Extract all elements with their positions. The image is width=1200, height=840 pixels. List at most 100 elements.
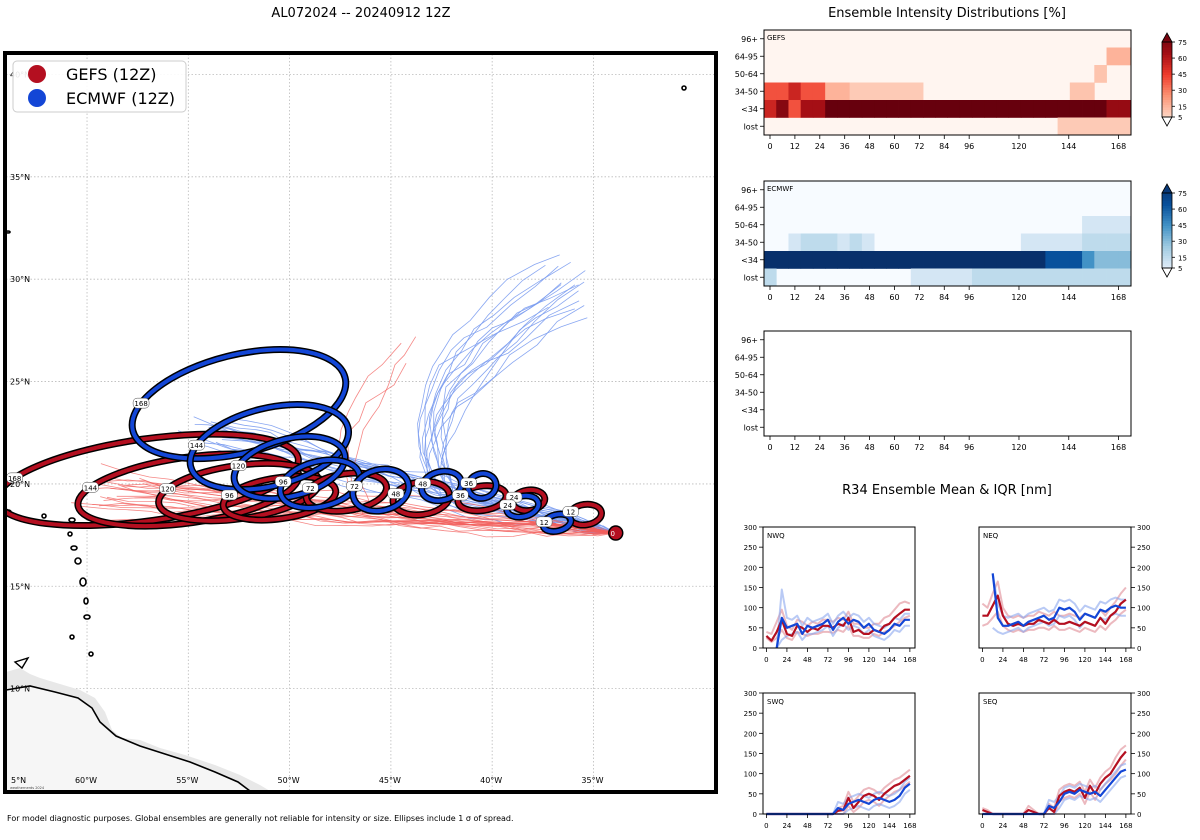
legend-box (12, 60, 187, 113)
x-tick-label: 96 (1060, 656, 1069, 664)
gefs-hour-label: 72 (306, 485, 315, 493)
heatmap-cell (947, 268, 961, 287)
lon-tick-label: 60°W (75, 776, 97, 785)
hour-tick-label: 36 (840, 293, 850, 302)
x-tick-label: 120 (1078, 656, 1091, 664)
x-tick-label: 144 (1099, 822, 1113, 830)
colorbar-swatch (1162, 233, 1172, 236)
heatmap-cell (764, 82, 777, 101)
y-tick-label: 300 (744, 690, 757, 698)
hour-tick-label: 36 (840, 443, 850, 452)
legend-label-ecmwf: ECMWF (12Z) (66, 89, 175, 108)
heatmap-cell (1082, 268, 1095, 287)
heatmap-cell (788, 233, 802, 252)
heatmap-cell (1033, 251, 1046, 269)
x-tick-label: 72 (823, 656, 832, 664)
colorbar-frame (1161, 41, 1173, 118)
gefs-hour-label-box (302, 482, 319, 494)
y-tick-label: 50 (1137, 791, 1146, 799)
start-point-marker (607, 525, 624, 541)
colorbar-swatch (1162, 79, 1172, 83)
colorbar-swatch (1162, 200, 1172, 204)
hour-tick-label: 48 (864, 142, 874, 151)
small-island (74, 557, 82, 565)
panel-background (979, 693, 1131, 814)
colorbar-swatch (1162, 84, 1172, 88)
x-tick-label: 96 (1060, 822, 1069, 830)
heatmap-cell (1020, 268, 1034, 287)
colorbar-swatch (1162, 220, 1172, 224)
colorbar-swatch (1162, 218, 1172, 221)
x-tick-label: 72 (1039, 656, 1048, 664)
heatmap-cell (861, 233, 875, 252)
gefs-hour-label-box (452, 489, 469, 501)
heatmap-cell (837, 100, 851, 118)
colorbar-tick-label: 30 (1178, 87, 1187, 95)
gefs-hour-label-box (82, 482, 99, 493)
heatmap-cell (1094, 268, 1107, 287)
y-tick-label: 150 (744, 585, 757, 593)
heatmap-background (764, 331, 1131, 436)
colorbar-swatch (1162, 230, 1172, 234)
r34-panel-nwq: NWQ 0 24 48 72 96 120 144 168 0 50 100 150 200 250 300 (744, 524, 917, 664)
forecast-hour-labels: 12 24 36 48 72 96 120 144 168 12 24 36 48 72 96 120 144 1… (6, 397, 615, 538)
hour-tick-label: 144 (1061, 443, 1076, 452)
heatmap-cell (1057, 233, 1071, 252)
heatmap-cell (935, 100, 948, 118)
heatmap-cell (764, 100, 777, 118)
colorbar-swatch (1162, 54, 1172, 58)
panel-label: NEQ (983, 532, 999, 540)
ecmwf-hour-label-box (188, 439, 205, 451)
x-tick-label: 144 (883, 656, 897, 664)
x-tick-label: 144 (1099, 656, 1113, 664)
heatmap-cell (1118, 216, 1132, 234)
x-tick-label: 0 (764, 822, 768, 830)
x-tick-label: 96 (844, 656, 853, 664)
ecmwf-hour-label: 24 (503, 502, 512, 510)
colorbar-swatch (1162, 240, 1172, 244)
colorbar-swatch (1162, 263, 1172, 266)
heatmap-cell (1069, 117, 1083, 136)
gefs-q3-line (766, 600, 911, 635)
hour-tick-label: 168 (1111, 142, 1126, 151)
ecmwf-ellipse-120 (232, 434, 348, 501)
heatmap-cell (1106, 233, 1120, 252)
colorbar-swatch (1162, 223, 1172, 226)
hour-tick-label: 24 (815, 293, 825, 302)
ecmwf-member-track (417, 254, 616, 534)
y-tick-label: 0 (753, 645, 757, 653)
ecmwf-ellipse-96 (278, 457, 362, 510)
heatmap-cell (959, 251, 973, 269)
heatmap-cell (996, 268, 1010, 287)
colorbar-swatch (1162, 67, 1172, 70)
x-tick-label: 120 (862, 822, 875, 830)
heatmap-cell (849, 251, 863, 269)
watermark: weathernerds 2024 (10, 786, 45, 790)
row-label: <34 (741, 256, 758, 265)
heatmap-cell (959, 268, 973, 287)
ecmwf-hour-label-box (460, 477, 477, 489)
ecmwf-ellipse-72 (350, 467, 411, 514)
heatmap-cell (1118, 251, 1132, 269)
lat-tick-label: 30°N (10, 275, 30, 284)
gefs-hour-label: 48 (391, 491, 400, 499)
colorbar-extend-max (1161, 32, 1173, 43)
lon-tick-label: 55°W (176, 776, 198, 785)
gefs-hour-label: 168 (8, 475, 21, 483)
gefs-hour-label-box (159, 483, 176, 494)
x-tick-label: 144 (883, 822, 897, 830)
ecmwf-hour-label-box (274, 476, 292, 487)
ecmwf-member-track (193, 416, 616, 534)
heatmap-cell (1045, 233, 1058, 252)
ecmwf-mean-line (991, 573, 1126, 627)
r34-title: R34 Ensemble Mean & IQR [nm] (842, 483, 1052, 498)
colorbar-swatch (1162, 253, 1172, 256)
hour-tick-label: 60 (889, 443, 899, 452)
small-island (70, 545, 78, 551)
x-tick-label: 24 (998, 656, 1007, 664)
heatmap-cell (1082, 117, 1095, 136)
gefs-hour-label: 12 (566, 509, 575, 517)
heatmap-cell (1008, 268, 1022, 287)
gefs-member-track (106, 496, 616, 537)
gefs-mean-line (982, 594, 1127, 627)
